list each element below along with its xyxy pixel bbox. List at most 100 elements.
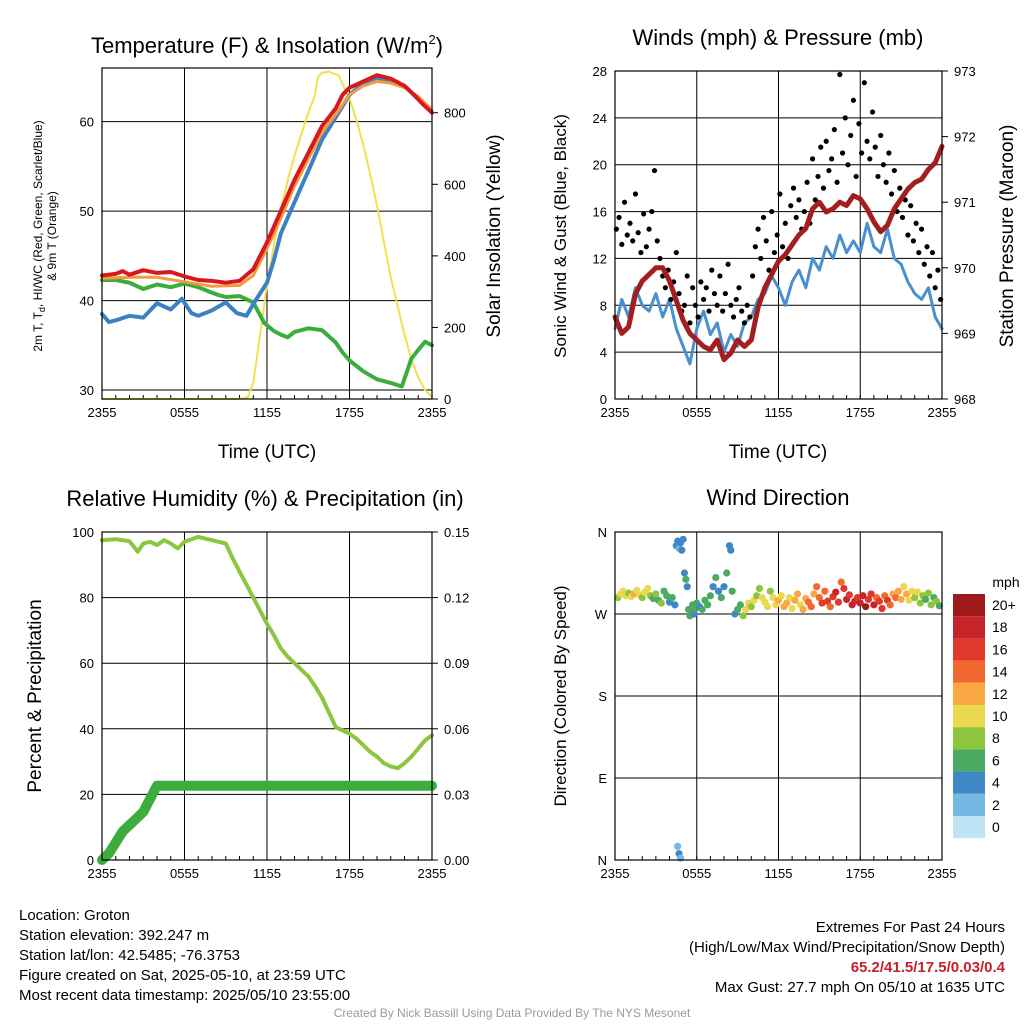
winds-gust-point: [779, 244, 786, 250]
winds-gust-point: [769, 208, 775, 215]
direction-point: [807, 603, 815, 611]
winds-gust-point: [627, 220, 633, 226]
direction-point: [902, 590, 911, 598]
direction-point: [935, 602, 943, 610]
winds-gust-point: [657, 255, 663, 262]
winds-chart-title: Winds (mph) & Pressure (mb): [633, 25, 924, 50]
winds-y-tick-label: 8: [600, 298, 607, 313]
humidity-series-relative-humidity: [100, 534, 434, 771]
colorbar-label: 20+: [992, 597, 1016, 613]
colorbar-label: 2: [992, 797, 1000, 813]
winds-y2-tick-label: 973: [954, 64, 976, 79]
winds-gust-point: [711, 290, 718, 297]
temperature-x-axis-label: Time (UTC): [218, 442, 317, 463]
winds-gust-point: [850, 97, 857, 103]
winds-gust-point: [815, 173, 821, 180]
direction-point: [644, 584, 652, 593]
temperature-series-9m-t: [100, 79, 434, 288]
direction-point: [832, 588, 840, 596]
winds-y-tick-label: 20: [593, 158, 607, 173]
winds-y-axis-label: Sonic Wind & Gust (Blue, Black): [551, 114, 570, 358]
direction-y-tick-label: N: [598, 853, 607, 868]
humidity-y-tick-label: 60: [80, 656, 94, 671]
winds-gust-point: [872, 144, 878, 150]
winds-gust-point: [831, 126, 837, 133]
winds-y-tick-label: 24: [593, 111, 607, 126]
winds-gust-point: [714, 302, 720, 308]
winds-x-tick-label: 1755: [846, 405, 875, 420]
colorbar-label: 4: [992, 775, 1000, 791]
winds-gust-point: [706, 308, 712, 314]
winds-gust-point: [812, 197, 818, 203]
winds-gust-point: [624, 232, 630, 238]
humidity-plot-frame: [101, 531, 433, 861]
direction-point: [821, 587, 829, 595]
winds-y2-tick-label: 972: [954, 130, 976, 145]
temperature-y-tick-label: 40: [80, 294, 94, 309]
winds-y2-tick-label: 969: [954, 326, 976, 341]
winds-gust-point: [932, 285, 938, 291]
direction-point: [911, 594, 919, 602]
direction-point: [815, 594, 823, 602]
direction-y-axis-label: Direction (Colored By Speed): [551, 585, 570, 806]
direction-point: [704, 601, 712, 609]
winds-y-tick-label: 28: [593, 64, 607, 79]
winds-gust-point: [747, 314, 753, 320]
temperature-series-2m-td: [100, 278, 434, 389]
winds-gust-point: [741, 320, 748, 326]
temperature-x-tick-label: 2355: [418, 405, 447, 420]
winds-gust-point: [845, 162, 851, 168]
winds-gust-point: [700, 296, 707, 303]
direction-point: [683, 583, 691, 591]
most-recent-data: Most recent data timestamp: 2025/05/10 2…: [19, 987, 351, 1004]
station-latlon: Station lat/lon: 42.5485; -76.3753: [19, 947, 241, 964]
temperature-y-axis-label-line2: & 9m T (Orange): [45, 191, 59, 281]
winds-gust-point: [927, 273, 933, 279]
temperature-x-tick-label: 1755: [335, 405, 364, 420]
winds-gust-point: [853, 173, 859, 180]
winds-y-tick-label: 12: [593, 251, 607, 266]
winds-gust-point: [720, 308, 726, 314]
humidity-y-tick-label: 40: [80, 722, 94, 737]
winds-y-tick-label: 16: [593, 205, 607, 220]
winds-gust-point: [643, 244, 649, 250]
winds-gust-point: [684, 273, 690, 279]
direction-point: [818, 599, 826, 607]
colorbar-swatch: [953, 705, 985, 728]
direction-point: [764, 603, 772, 611]
colorbar-label: 14: [992, 664, 1008, 680]
winds-gust-point: [616, 214, 622, 221]
winds-gust-point: [793, 214, 799, 221]
winds-gust-point: [722, 290, 728, 297]
winds-gust-point: [864, 138, 870, 144]
humidity-y2-tick-label: 0.03: [444, 787, 469, 802]
winds-gust-point: [886, 150, 892, 156]
direction-y-tick-label: S: [598, 689, 607, 704]
temperature-series-2m-t: [100, 73, 434, 285]
direction-point: [867, 590, 875, 598]
temperature-plot-frame: [101, 67, 433, 400]
station-info: Location: Groton Station elevation: 392.…: [19, 906, 350, 1006]
winds-gust-point: [823, 138, 829, 144]
winds-gust-point: [809, 156, 816, 162]
winds-gust-point: [785, 255, 791, 262]
temperature-y2-tick-label: 400: [444, 249, 466, 264]
winds-gust-point: [921, 261, 927, 267]
humidity-x-tick-label: 0555: [170, 866, 199, 881]
humidity-y2-tick-label: 0.09: [444, 656, 469, 671]
winds-gust-point: [774, 232, 780, 238]
colorbar-swatch: [953, 638, 985, 661]
colorbar-swatch: [953, 660, 985, 683]
colorbar-swatch: [953, 616, 985, 639]
direction-plot-frame: [614, 531, 943, 861]
winds-gust-point: [755, 226, 761, 232]
winds-gust-point: [698, 279, 704, 285]
humidity-y-tick-label: 80: [80, 591, 94, 606]
winds-gust-point: [736, 285, 742, 291]
winds-gust-point: [690, 285, 696, 291]
extremes-panel: Extremes For Past 24 Hours (High/Low/Max…: [689, 918, 1005, 998]
direction-point: [875, 597, 883, 605]
winds-gust-point: [752, 244, 758, 250]
winds-x-tick-label: 1155: [765, 405, 793, 420]
colorbar-swatch: [953, 682, 985, 705]
